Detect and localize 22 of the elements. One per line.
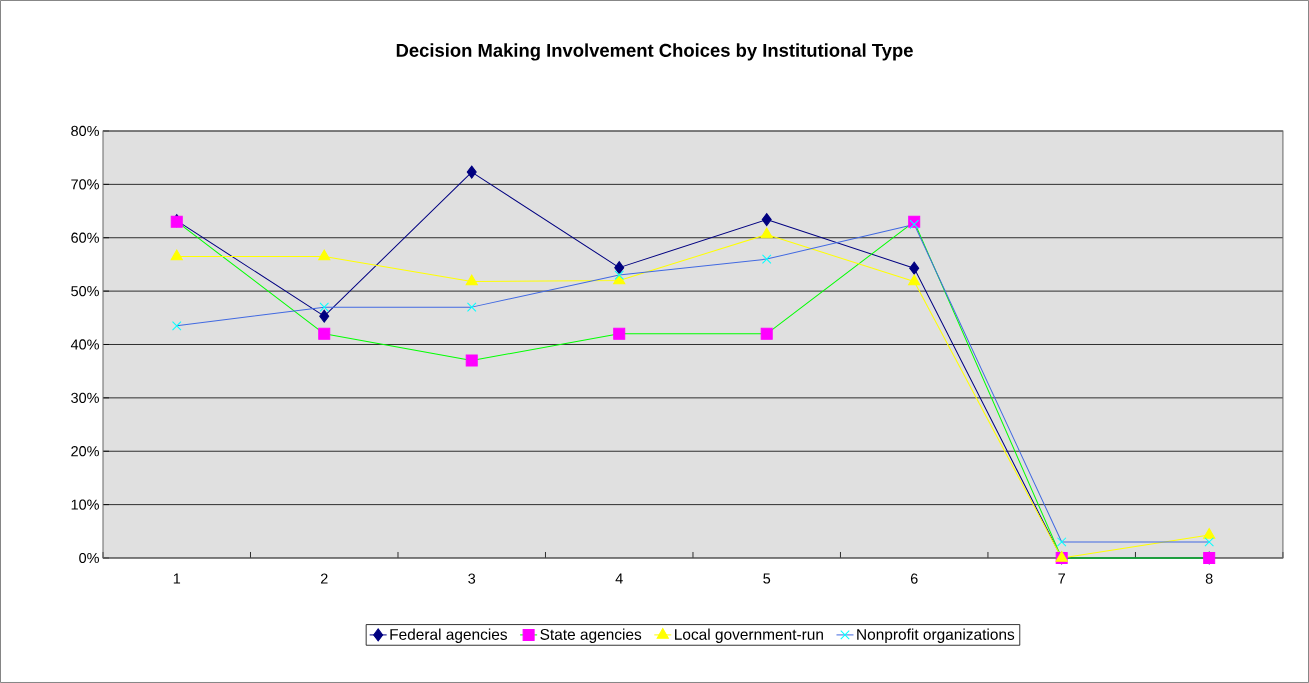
x-tick-label: 5 bbox=[763, 573, 771, 584]
x-tick-label: 8 bbox=[1205, 573, 1213, 584]
y-tick-label: 20% bbox=[71, 446, 99, 457]
x-tick-label: 3 bbox=[468, 573, 476, 584]
y-tick-label: 60% bbox=[71, 232, 99, 243]
legend-label: Nonprofit organizations bbox=[857, 628, 1015, 643]
y-tick-label: 50% bbox=[71, 286, 99, 297]
x-tick-label: 6 bbox=[910, 573, 918, 584]
x-tick-label: 7 bbox=[1058, 573, 1065, 584]
x-tick-label: 4 bbox=[615, 573, 623, 584]
legend-label: Local government-run bbox=[675, 628, 823, 643]
legend-label: Federal agencies bbox=[390, 628, 508, 643]
y-tick-label: 40% bbox=[70, 339, 99, 350]
legend-label: State agencies bbox=[540, 628, 642, 643]
x-tick-label: 1 bbox=[173, 573, 181, 584]
y-tick-label: 80% bbox=[71, 125, 99, 137]
x-tick-label: 2 bbox=[320, 573, 328, 584]
chart-title: Decision Making Involvement Choices by Institutional Type bbox=[396, 43, 913, 61]
y-tick-label: 10% bbox=[71, 499, 99, 510]
y-tick-label: 30% bbox=[71, 392, 99, 403]
y-tick-label: 0% bbox=[79, 552, 99, 564]
y-tick-label: 70% bbox=[71, 179, 99, 190]
